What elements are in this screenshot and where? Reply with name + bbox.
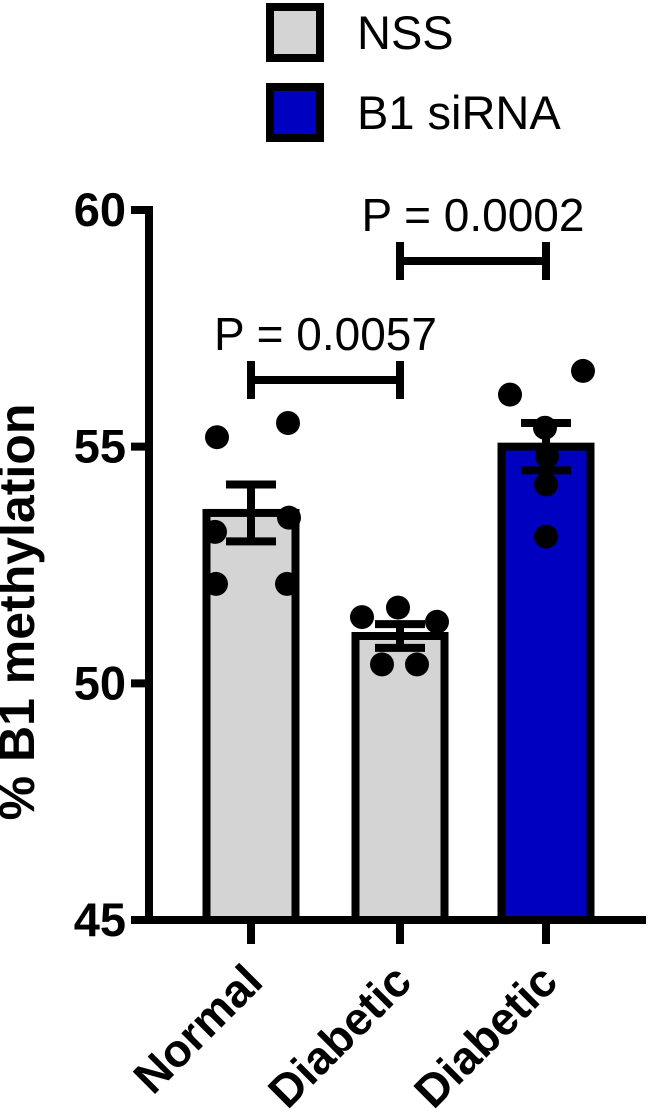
y-tick-label-45: 45 [74,893,126,946]
data-point-2-3 [535,444,559,469]
data-point-2-2 [533,415,557,440]
data-point-2-1 [571,358,595,383]
data-point-0-0 [205,425,229,450]
data-point-1-3 [370,652,394,677]
legend-label-nss: NSS [357,6,454,59]
legend-item-nss: NSS [266,3,561,62]
x-label-0: Normal [123,954,272,1103]
data-point-0-2 [203,519,227,544]
legend-swatch-b1-sirna [266,83,324,142]
data-point-0-3 [277,505,301,530]
legend-item-b1-sirna: B1 siRNA [266,83,561,142]
y-tick-label-60: 60 [74,183,126,236]
data-point-2-0 [498,382,522,407]
legend-swatch-nss [266,3,324,62]
p-value-label-1: P = 0.0002 [362,189,585,241]
data-point-0-4 [204,571,228,596]
data-point-0-1 [276,411,300,435]
x-label-1: Diabetic [258,954,421,1113]
data-point-1-2 [425,609,449,634]
data-point-1-1 [386,595,410,620]
data-point-1-0 [350,605,374,630]
y-tick-label-50: 50 [74,656,126,709]
data-point-1-4 [405,652,429,677]
x-label-2: Diabetic [404,954,567,1113]
y-tick-label-55: 55 [74,420,126,473]
data-point-0-5 [275,571,299,596]
data-point-2-5 [534,524,558,549]
data-point-2-4 [534,472,558,497]
bar-1-diabetic-nss [351,632,449,924]
legend-label-b1-sirna: B1 siRNA [357,86,561,139]
p-value-label-0: P = 0.0057 [214,308,437,360]
bar-2-diabetic-b1-sirna [497,442,595,924]
legend: NSS B1 siRNA [266,3,561,142]
y-axis-title: % B1 methylation [0,404,45,821]
